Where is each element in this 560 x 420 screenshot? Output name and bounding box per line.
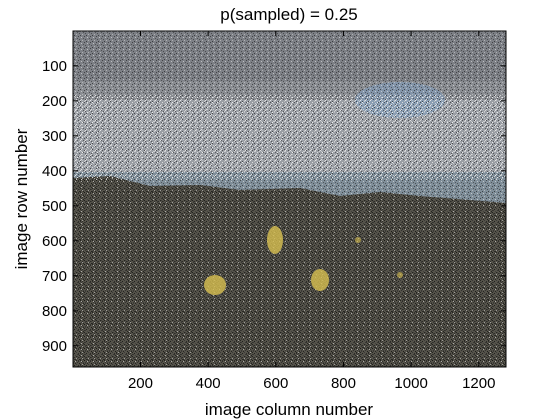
y-axis-label: image row number [12,128,31,269]
x-tick-label: 600 [263,375,288,392]
x-tick-label: 800 [331,375,356,392]
x-tick-label: 1000 [394,375,427,392]
y-tick-label: 900 [42,338,67,355]
sky-noise-overlay [73,95,506,180]
ground-noise-overlay [73,176,506,367]
x-tick-label: 200 [128,375,153,392]
x-axis: 200 400 600 800 1000 1200 [128,31,495,392]
y-tick-label: 500 [42,198,67,215]
flower-patch-5 [397,272,403,278]
y-tick-label: 600 [42,233,67,250]
y-tick-label: 400 [42,163,67,180]
flower-patch-3 [311,269,329,291]
flower-patch-4 [355,237,361,243]
y-tick-label: 300 [42,128,67,145]
y-tick-label: 100 [42,58,67,75]
y-axis: 100 200 300 400 500 600 700 800 900 [42,58,506,355]
x-tick-label: 400 [196,375,221,392]
axes-frame [72,30,507,368]
flower-patch-2 [204,275,226,295]
y-tick-label: 200 [42,93,67,110]
x-tick-label: 1200 [462,375,495,392]
sampled-image [73,31,506,367]
figure-title: p(sampled) = 0.25 [220,5,358,24]
y-tick-label: 700 [42,268,67,285]
x-axis-label: image column number [205,400,374,419]
y-tick-label: 800 [42,303,67,320]
flower-patch-1 [267,226,283,254]
